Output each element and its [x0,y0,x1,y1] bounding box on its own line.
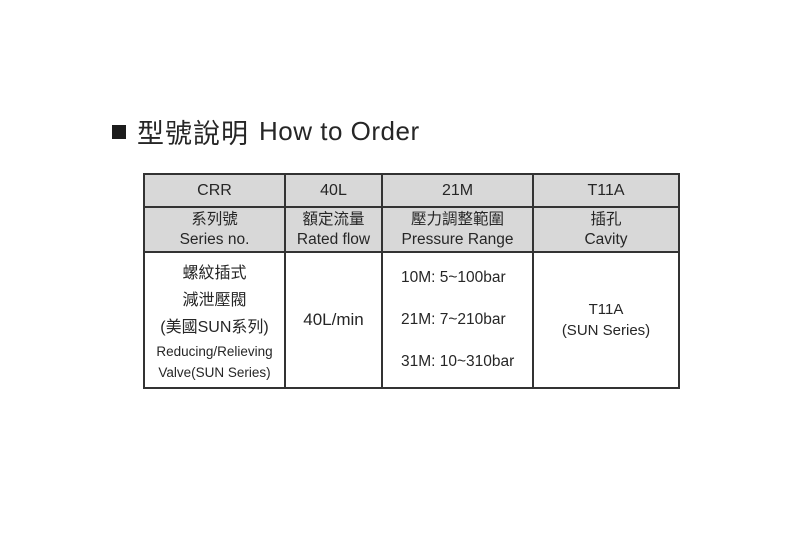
pressure-option: 31M: 10~310bar [401,353,515,370]
pressure-range-list: 10M: 5~100bar 21M: 7~210bar 31M: 10~310b… [383,253,532,387]
header-pressure-zh: 壓力調整範圍 [410,210,504,228]
header-cavity-zh: 插孔 [590,210,622,228]
header-cell-pressure: 壓力調整範圍 Pressure Range [381,206,534,253]
pressure-range-cell: 10M: 5~100bar 21M: 7~210bar 31M: 10~310b… [381,251,534,389]
product-en-line: Reducing/Relieving [156,344,273,359]
header-cell-series: 系列號 Series no. [143,206,286,253]
header-pressure-en: Pressure Range [401,230,514,248]
cavity-line: T11A [588,301,624,318]
bullet-square-icon [112,124,126,139]
product-zh-line: (美國SUN系列) [160,319,269,336]
cavity-value-cell: T11A (SUN Series) [532,251,680,389]
header-cell-cavity: 插孔 Cavity [532,206,680,253]
cavity-line: (SUN Series) [561,322,651,339]
page-title-en: How to Order [259,116,420,146]
page-title: 型號說明 How to Order [112,112,420,151]
code-cell-pressure: 21M [381,173,534,208]
how-to-order-table: CRR 40L 21M T11A 系列號 Series no. 額定流量 Rat… [143,173,680,389]
pressure-option: 21M: 7~210bar [401,311,506,328]
pressure-option: 10M: 5~100bar [401,269,506,286]
product-zh-line: 減泄壓閥 [182,292,247,309]
page-title-zh: 型號說明 [137,119,249,149]
column-header-row: 系列號 Series no. 額定流量 Rated flow 壓力調整範圍 Pr… [143,206,680,253]
header-flow-en: Rated flow [296,230,371,248]
code-cell-series: CRR [143,173,286,208]
header-flow-zh: 額定流量 [302,210,365,228]
header-cavity-en: Cavity [584,230,628,248]
product-description-cell: 螺紋插式 減泄壓閥 (美國SUN系列) Reducing/Relieving V… [143,251,286,389]
rated-flow-value-cell: 40L/min [284,251,383,389]
header-series-en: Series no. [179,230,250,248]
header-cell-flow: 額定流量 Rated flow [284,206,383,253]
product-description: 螺紋插式 減泄壓閥 (美國SUN系列) Reducing/Relieving V… [145,257,284,383]
product-zh-line: 螺紋插式 [182,265,247,282]
product-en-line: Valve(SUN Series) [158,365,271,380]
header-series-zh: 系列號 [191,210,238,228]
model-code-row: CRR 40L 21M T11A [143,173,680,208]
code-cell-cavity: T11A [532,173,680,208]
table-body-row: 螺紋插式 減泄壓閥 (美國SUN系列) Reducing/Relieving V… [143,251,680,389]
code-cell-flow: 40L [284,173,383,208]
